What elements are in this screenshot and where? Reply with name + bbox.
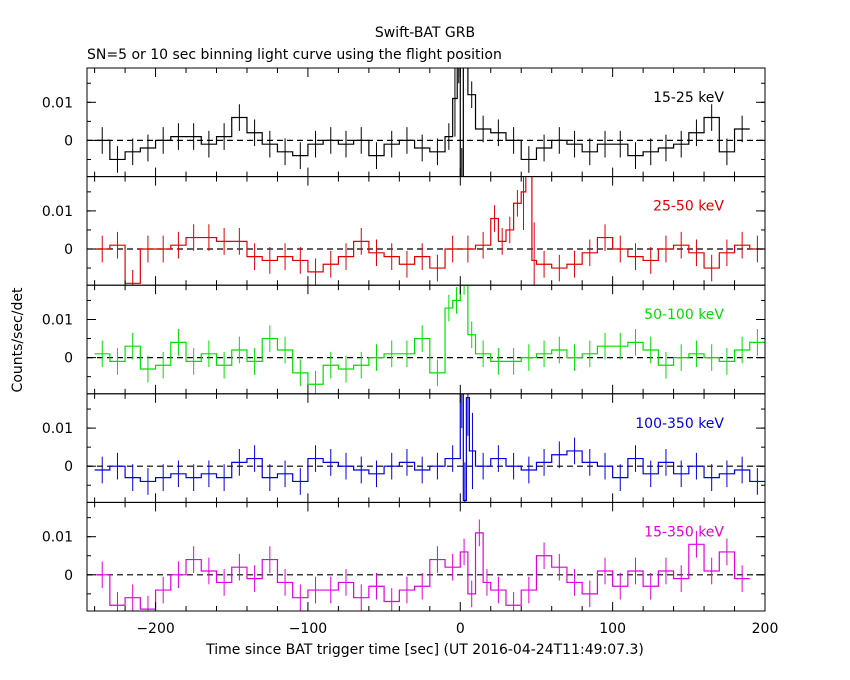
series-group (94, 68, 750, 177)
y-tick-label: 0.01 (42, 530, 73, 546)
x-tick-label: 0 (456, 621, 465, 637)
y-tick-label: 0.01 (42, 312, 73, 328)
panels-group: 0 0.01 15-25 keV 0 0.01 25-50 keV 0 0.01 50-100 … (42, 67, 779, 637)
panel-frame (86, 176, 766, 286)
y-tick-label: 0.01 (42, 421, 73, 437)
light-curve-step (94, 176, 765, 284)
band-label: 50-100 keV (644, 307, 724, 323)
x-tick-label: −200 (136, 621, 174, 637)
series-group (94, 285, 765, 394)
panel-3: 0 0.01 50-100 keV (42, 284, 766, 395)
panel-2: 0 0.01 25-50 keV (42, 176, 766, 286)
panel-frame (86, 501, 766, 612)
panel-frame (86, 67, 766, 178)
light-curve-step (94, 68, 750, 177)
y-tick-label: 0.01 (42, 204, 73, 220)
x-tick-label: 200 (752, 621, 779, 637)
y-axis-label: Counts/sec/det (10, 287, 26, 392)
band-label: 25-50 keV (653, 199, 724, 215)
panel-frame (86, 393, 766, 503)
panel-4: 0 0.01 100-350 keV (42, 393, 766, 503)
x-tick-label: 100 (599, 621, 626, 637)
y-tick-label: 0 (64, 133, 73, 149)
y-tick-label: 0 (64, 459, 73, 475)
series-group (94, 393, 765, 503)
band-label: 15-25 keV (653, 90, 724, 106)
panel-frame (86, 284, 766, 395)
chart-title: Swift-BAT GRB (375, 25, 475, 41)
series-group (94, 176, 765, 286)
x-axis-label: Time since BAT trigger time [sec] (UT 20… (205, 642, 644, 658)
x-tick-label: −100 (289, 621, 327, 637)
series-group (94, 519, 750, 611)
y-tick-label: 0.01 (42, 95, 73, 111)
panel-5: 0 0.01 15-350 keV (42, 501, 766, 612)
band-label: 100-350 keV (635, 416, 724, 432)
chart-subtitle: SN=5 or 10 sec binning light curve using… (87, 47, 502, 63)
light-curve-step (94, 532, 750, 610)
band-label: 15-350 keV (644, 524, 724, 540)
y-tick-label: 0 (64, 351, 73, 367)
light-curve-step (94, 393, 765, 502)
y-tick-label: 0 (64, 242, 73, 258)
y-tick-label: 0 (64, 568, 73, 584)
light-curve-step (94, 285, 765, 385)
